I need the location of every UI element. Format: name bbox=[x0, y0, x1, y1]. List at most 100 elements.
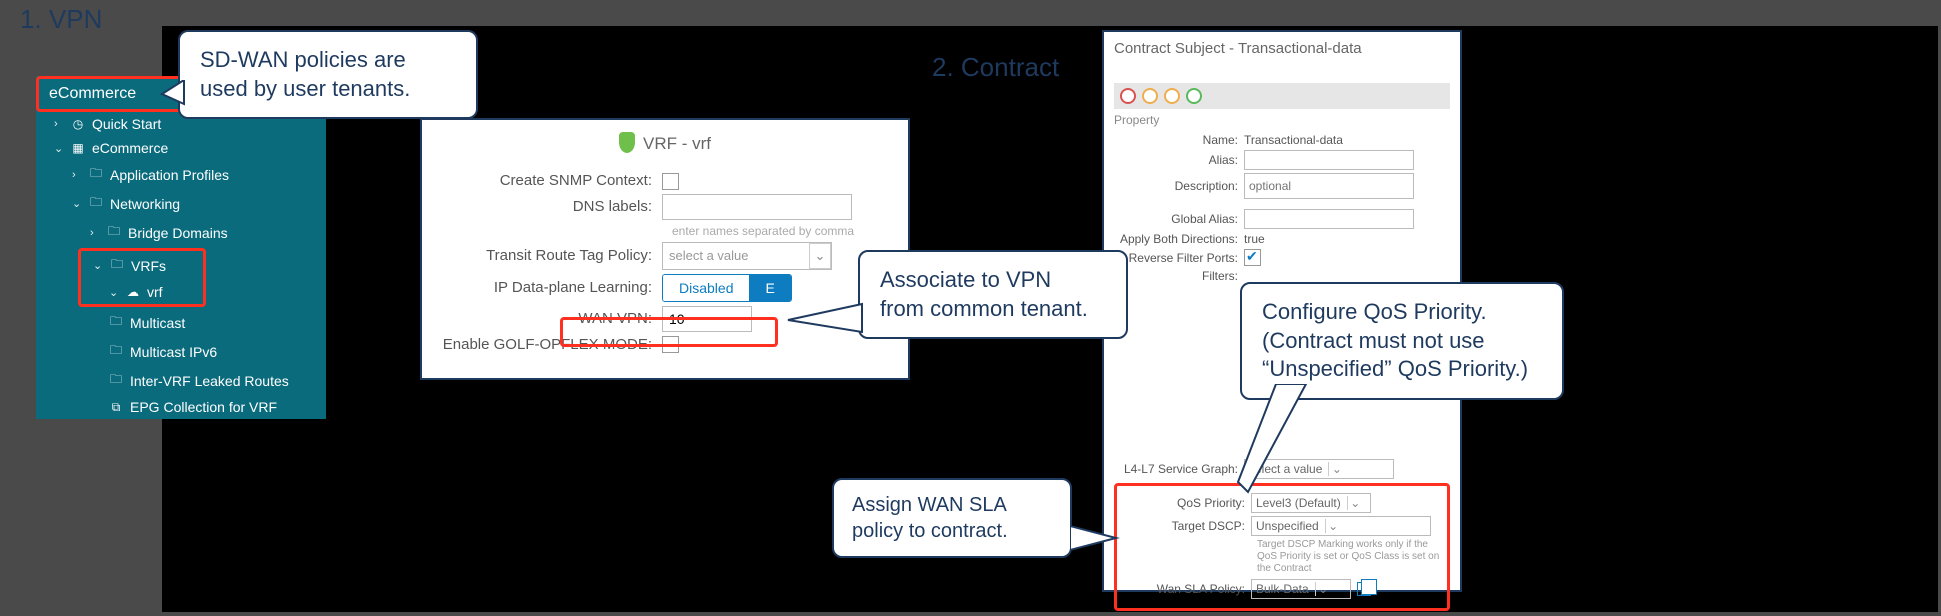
action-icon-warn2[interactable] bbox=[1164, 88, 1180, 104]
section-label-vpn: 1. VPN bbox=[20, 4, 102, 35]
chevron-down-icon: ⌄ bbox=[1347, 496, 1363, 510]
ipdp-enabled-truncated[interactable]: E bbox=[749, 275, 790, 301]
chevron-right-icon: › bbox=[72, 169, 82, 181]
tree-label: Quick Start bbox=[92, 116, 161, 132]
callout-vpn-l1: Associate to VPN bbox=[880, 266, 1106, 295]
callout-sdwan-pointer bbox=[160, 80, 186, 108]
name-value: Transactional-data bbox=[1244, 133, 1343, 147]
tree-epg-collection[interactable]: ⧉ EPG Collection for VRF bbox=[36, 395, 326, 419]
chevron-down-icon: ⌄ bbox=[1328, 462, 1344, 476]
wanvpn-highlight bbox=[560, 317, 778, 347]
tree-multicast-ipv6[interactable]: 🗀 Multicast IPv6 bbox=[36, 337, 326, 366]
callout-vpn-l2: from common tenant. bbox=[880, 295, 1106, 324]
apply-both-label: Apply Both Directions: bbox=[1114, 232, 1244, 246]
alias-input[interactable] bbox=[1244, 150, 1414, 170]
chevron-right-icon: › bbox=[54, 118, 64, 130]
tree-vrfs[interactable]: ⌄ 🗀 VRFs bbox=[81, 251, 203, 280]
cloud-icon: ☁ bbox=[125, 285, 141, 299]
name-label: Name: bbox=[1114, 133, 1244, 147]
transit-select[interactable]: select a value ⌄ bbox=[662, 242, 832, 270]
folder-icon: 🗀 bbox=[108, 341, 124, 362]
callout-qos-pointer bbox=[1236, 384, 1316, 504]
tree-label: vrf bbox=[147, 284, 163, 300]
contract-title: Contract Subject - Transactional-data bbox=[1114, 40, 1450, 57]
callout-wansla-l2: policy to contract. bbox=[852, 518, 1052, 544]
callout-wansla-pointer bbox=[1070, 520, 1120, 560]
callout-wansla: Assign WAN SLA policy to contract. bbox=[832, 478, 1072, 558]
action-bar bbox=[1114, 83, 1450, 109]
desc-label: Description: bbox=[1114, 179, 1244, 193]
wansla-value: Bulk-Data bbox=[1256, 582, 1309, 596]
chevron-down-icon: ⌄ bbox=[93, 259, 103, 272]
dns-input[interactable] bbox=[662, 194, 852, 220]
vrf-title-text: VRF - vrf bbox=[643, 134, 711, 154]
vrf-panel: VRF - vrf Create SNMP Context: DNS label… bbox=[420, 118, 910, 380]
tree-vrf-item[interactable]: ⌄ ☁ vrf bbox=[81, 280, 203, 304]
folder-icon: 🗀 bbox=[109, 255, 125, 276]
tree-label: Bridge Domains bbox=[128, 225, 228, 241]
tree-app-profiles[interactable]: › 🗀 Application Profiles bbox=[36, 160, 326, 189]
folder-icon: 🗀 bbox=[88, 164, 104, 185]
l4l7-label: L4-L7 Service Graph: bbox=[1114, 462, 1244, 476]
callout-wansla-l1: Assign WAN SLA bbox=[852, 492, 1052, 518]
section-label-contract: 2. Contract bbox=[932, 52, 1059, 83]
chevron-down-icon: ⌄ bbox=[72, 197, 82, 210]
ipdp-label: IP Data-plane Learning: bbox=[432, 279, 662, 296]
tree-label: EPG Collection for VRF bbox=[130, 399, 277, 415]
tree-label: Networking bbox=[110, 196, 180, 212]
epg-icon: ⧉ bbox=[108, 400, 124, 415]
tree-ecommerce-root[interactable]: ⌄ ▦ eCommerce bbox=[36, 136, 326, 160]
clock-icon: ◷ bbox=[70, 117, 86, 131]
folder-icon: 🗀 bbox=[106, 222, 122, 243]
chevron-down-icon: ⌄ bbox=[1325, 519, 1341, 533]
global-alias-input[interactable] bbox=[1244, 209, 1414, 229]
chevron-down-icon: ⌄ bbox=[54, 142, 64, 155]
callout-qos-l2: (Contract must not use bbox=[1262, 327, 1542, 356]
clone-icon[interactable] bbox=[1357, 582, 1371, 596]
vrf-title: VRF - vrf bbox=[432, 124, 898, 168]
reverse-filter-label: Reverse Filter Ports: bbox=[1114, 251, 1244, 265]
tree-bridge-domains[interactable]: › 🗀 Bridge Domains bbox=[36, 218, 326, 247]
global-alias-label: Global Alias: bbox=[1114, 212, 1244, 226]
action-icon-warn1[interactable] bbox=[1142, 88, 1158, 104]
chevron-down-icon: ⌄ bbox=[809, 243, 831, 269]
dscp-value: Unspecified bbox=[1256, 519, 1319, 533]
filters-label: Filters: bbox=[1114, 269, 1244, 283]
wansla-label: Wan SLA Policy: bbox=[1121, 582, 1251, 596]
snmp-checkbox[interactable] bbox=[662, 173, 679, 190]
apply-both-value: true bbox=[1244, 232, 1265, 246]
dscp-select[interactable]: Unspecified ⌄ bbox=[1251, 516, 1431, 536]
qos-label: QoS Priority: bbox=[1121, 496, 1251, 510]
tree-networking[interactable]: ⌄ 🗀 Networking bbox=[36, 189, 326, 218]
chevron-right-icon: › bbox=[90, 227, 100, 239]
tree-label: VRFs bbox=[131, 258, 166, 274]
property-heading: Property bbox=[1114, 113, 1450, 127]
ipdp-disabled[interactable]: Disabled bbox=[663, 275, 749, 301]
dscp-footnote: Target DSCP Marking works only if the Qo… bbox=[1257, 539, 1443, 575]
dns-label: DNS labels: bbox=[432, 198, 662, 215]
tree-label: Application Profiles bbox=[110, 167, 229, 183]
grid-icon: ▦ bbox=[70, 141, 86, 155]
chevron-down-icon: ⌄ bbox=[1315, 582, 1331, 596]
action-icon-error[interactable] bbox=[1120, 88, 1136, 104]
callout-qos: Configure QoS Priority. (Contract must n… bbox=[1240, 282, 1564, 400]
description-input[interactable] bbox=[1244, 173, 1414, 199]
folder-icon: 🗀 bbox=[88, 193, 104, 214]
tree-label: Inter-VRF Leaked Routes bbox=[130, 373, 289, 389]
action-icon-ok[interactable] bbox=[1186, 88, 1202, 104]
transit-value: select a value bbox=[669, 248, 749, 263]
tree-inter-vrf[interactable]: 🗀 Inter-VRF Leaked Routes bbox=[36, 366, 326, 395]
ipdp-segmented[interactable]: Disabled E bbox=[662, 274, 792, 302]
reverse-filter-checkbox[interactable] bbox=[1244, 249, 1261, 266]
callout-sdwan: SD-WAN policies are used by user tenants… bbox=[178, 30, 478, 119]
wansla-select[interactable]: Bulk-Data ⌄ bbox=[1251, 579, 1351, 599]
folder-icon: 🗀 bbox=[108, 370, 124, 391]
tree-multicast[interactable]: 🗀 Multicast bbox=[36, 308, 326, 337]
callout-qos-l1: Configure QoS Priority. bbox=[1262, 298, 1542, 327]
shield-icon bbox=[619, 135, 635, 153]
callout-vpn-pointer bbox=[784, 300, 864, 340]
tree-label: Multicast bbox=[130, 315, 185, 331]
alias-label: Alias: bbox=[1114, 153, 1244, 167]
callout-sdwan-l2: used by user tenants. bbox=[200, 75, 456, 104]
dns-hint: enter names separated by comma bbox=[432, 224, 898, 238]
